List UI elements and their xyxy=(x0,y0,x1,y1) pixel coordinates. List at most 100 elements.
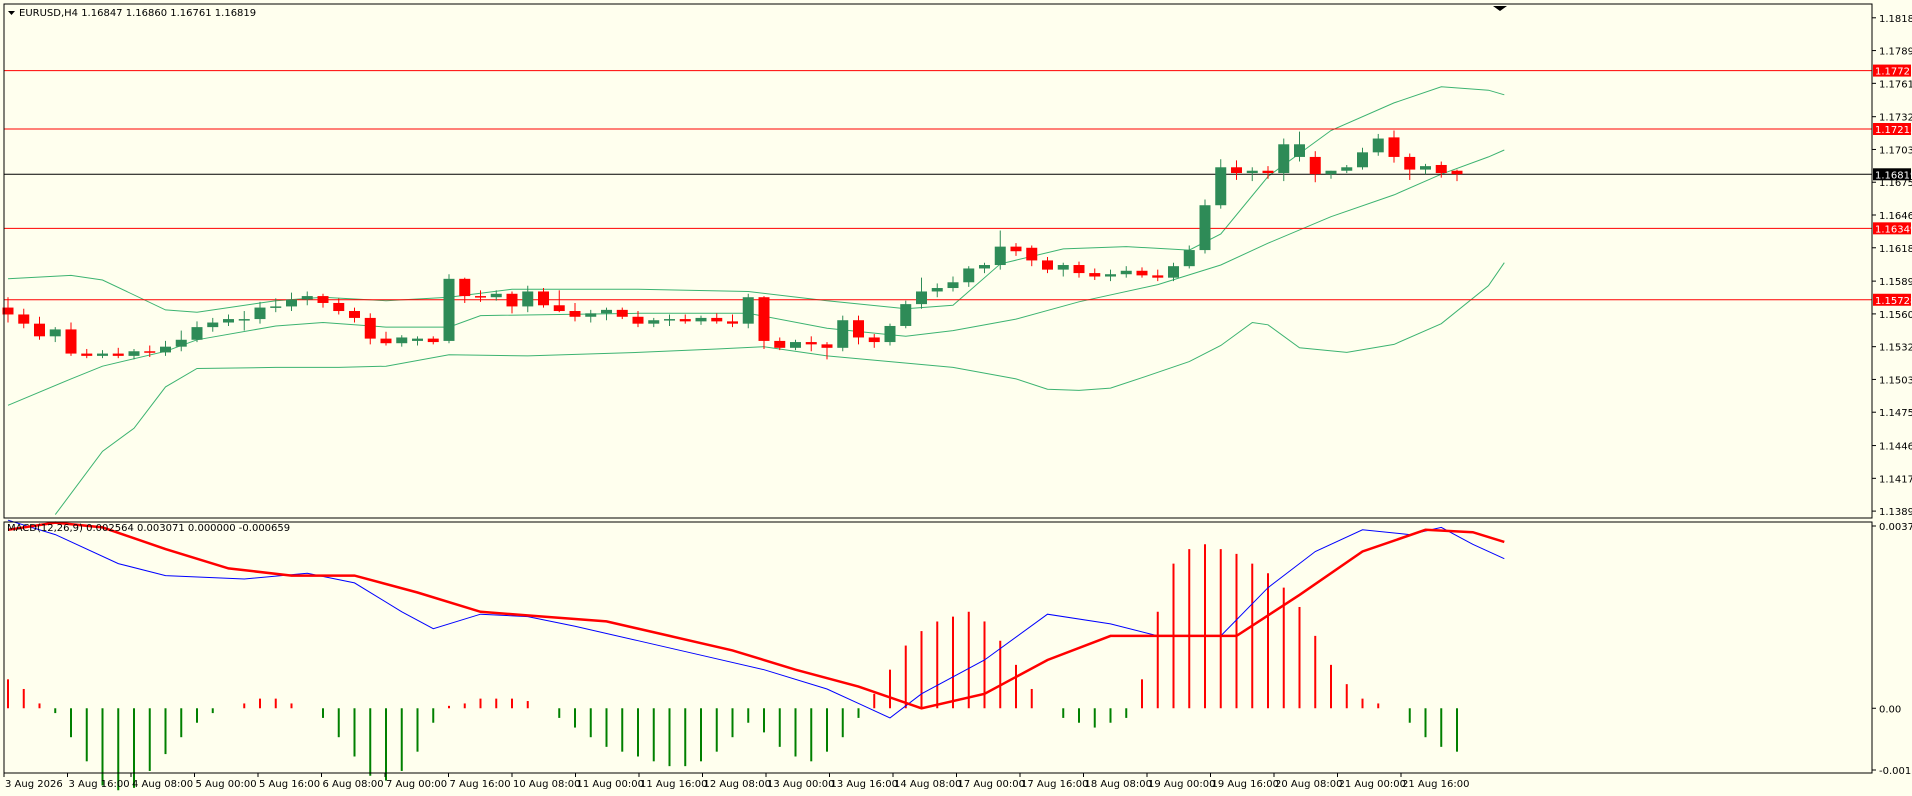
time-label: 7 Aug 00:00 xyxy=(386,779,447,790)
candle-body[interactable] xyxy=(1309,156,1321,175)
candle-body[interactable] xyxy=(1420,166,1431,170)
candle-body[interactable] xyxy=(333,302,345,312)
candle-body[interactable] xyxy=(648,320,660,324)
candle-body[interactable] xyxy=(112,353,124,356)
candle-body[interactable] xyxy=(1183,250,1195,267)
candle-body[interactable] xyxy=(1120,270,1132,275)
candle-body[interactable] xyxy=(1199,205,1211,251)
candle-body[interactable] xyxy=(128,351,140,356)
candle-body[interactable] xyxy=(1451,170,1463,175)
candle-body[interactable] xyxy=(144,351,156,353)
candle-body[interactable] xyxy=(1278,144,1290,174)
candle-body[interactable] xyxy=(1404,156,1416,170)
candle-body[interactable] xyxy=(1325,170,1337,175)
candle-body[interactable] xyxy=(1246,170,1258,174)
candle-body[interactable] xyxy=(679,319,691,322)
candle-body[interactable] xyxy=(475,296,486,298)
candle-body[interactable] xyxy=(81,353,93,356)
candle-body[interactable] xyxy=(207,322,219,328)
candle-body[interactable] xyxy=(585,313,597,317)
candle-body[interactable] xyxy=(1388,137,1400,157)
candle-body[interactable] xyxy=(238,319,250,321)
candle-body[interactable] xyxy=(853,320,864,338)
candle-body[interactable] xyxy=(459,278,471,297)
candle-body[interactable] xyxy=(979,265,990,269)
candle-body[interactable] xyxy=(1435,164,1447,174)
candle-body[interactable] xyxy=(175,339,187,347)
candle-body[interactable] xyxy=(931,288,943,292)
candle-body[interactable] xyxy=(301,296,313,300)
candle-body[interactable] xyxy=(2,307,14,315)
time-label: 3 Aug 2026 xyxy=(5,779,63,790)
symbol-menu-icon[interactable] xyxy=(8,11,15,15)
candle-body[interactable] xyxy=(191,327,203,340)
candle-body[interactable] xyxy=(1357,152,1368,168)
shift-marker-icon[interactable] xyxy=(1493,6,1507,11)
candle-body[interactable] xyxy=(18,314,30,324)
candle-body[interactable] xyxy=(1168,266,1179,278)
candle-body[interactable] xyxy=(695,317,707,322)
candle-body[interactable] xyxy=(569,311,581,317)
candle-body[interactable] xyxy=(664,319,675,321)
candle-body[interactable] xyxy=(427,338,439,343)
candle-body[interactable] xyxy=(837,320,849,348)
candle-body[interactable] xyxy=(490,293,502,298)
candle-body[interactable] xyxy=(34,323,45,337)
candle-body[interactable] xyxy=(1294,144,1305,157)
candle-body[interactable] xyxy=(632,316,644,324)
candle-body[interactable] xyxy=(223,319,234,323)
candle-body[interactable] xyxy=(49,329,61,337)
candle-body[interactable] xyxy=(380,338,392,344)
candle-body[interactable] xyxy=(1042,260,1053,270)
candle-body[interactable] xyxy=(821,344,833,348)
candle-body[interactable] xyxy=(1073,265,1085,274)
candle-body[interactable] xyxy=(916,291,927,305)
candle-body[interactable] xyxy=(270,306,282,308)
candle-body[interactable] xyxy=(994,246,1006,266)
candle-body[interactable] xyxy=(1341,167,1353,171)
candle-body[interactable] xyxy=(254,307,266,320)
candle-body[interactable] xyxy=(727,321,738,324)
candle-body[interactable] xyxy=(443,278,455,341)
candle-body[interactable] xyxy=(97,353,108,356)
candle-body[interactable] xyxy=(1215,167,1227,206)
candle-body[interactable] xyxy=(1152,275,1164,278)
candle-body[interactable] xyxy=(522,291,534,307)
candle-body[interactable] xyxy=(884,325,896,343)
candle-body[interactable] xyxy=(396,337,408,344)
candle-body[interactable] xyxy=(506,293,518,307)
candle-body[interactable] xyxy=(868,337,880,343)
candle-body[interactable] xyxy=(601,309,612,314)
candle-body[interactable] xyxy=(900,304,912,326)
candle-body[interactable] xyxy=(1231,167,1242,174)
candle-body[interactable] xyxy=(1105,274,1116,277)
candle-body[interactable] xyxy=(1262,170,1274,174)
candle-body[interactable] xyxy=(805,342,817,345)
candle-body[interactable] xyxy=(412,338,423,341)
candle-body[interactable] xyxy=(1136,270,1148,276)
candle-body[interactable] xyxy=(758,297,770,341)
candle-body[interactable] xyxy=(160,346,171,353)
candle-body[interactable] xyxy=(364,317,376,339)
candle-body[interactable] xyxy=(616,309,628,317)
candle-body[interactable] xyxy=(1026,247,1038,261)
candle-body[interactable] xyxy=(538,291,549,306)
candle-body[interactable] xyxy=(1089,273,1101,277)
candle-body[interactable] xyxy=(774,340,786,348)
candle-body[interactable] xyxy=(1057,265,1069,270)
candle-body[interactable] xyxy=(349,311,360,318)
candle-body[interactable] xyxy=(553,305,565,312)
candle-body[interactable] xyxy=(317,296,329,303)
candle-body[interactable] xyxy=(963,268,975,283)
candle-body[interactable] xyxy=(711,317,723,322)
candle-body[interactable] xyxy=(947,282,959,289)
candle-body[interactable] xyxy=(1372,138,1384,153)
candle-body[interactable] xyxy=(286,299,297,307)
candle-body[interactable] xyxy=(742,297,754,324)
candle-body[interactable] xyxy=(1010,246,1022,252)
macd-histogram xyxy=(7,544,1458,791)
candle-body[interactable] xyxy=(790,342,801,348)
candle-body[interactable] xyxy=(65,329,77,354)
